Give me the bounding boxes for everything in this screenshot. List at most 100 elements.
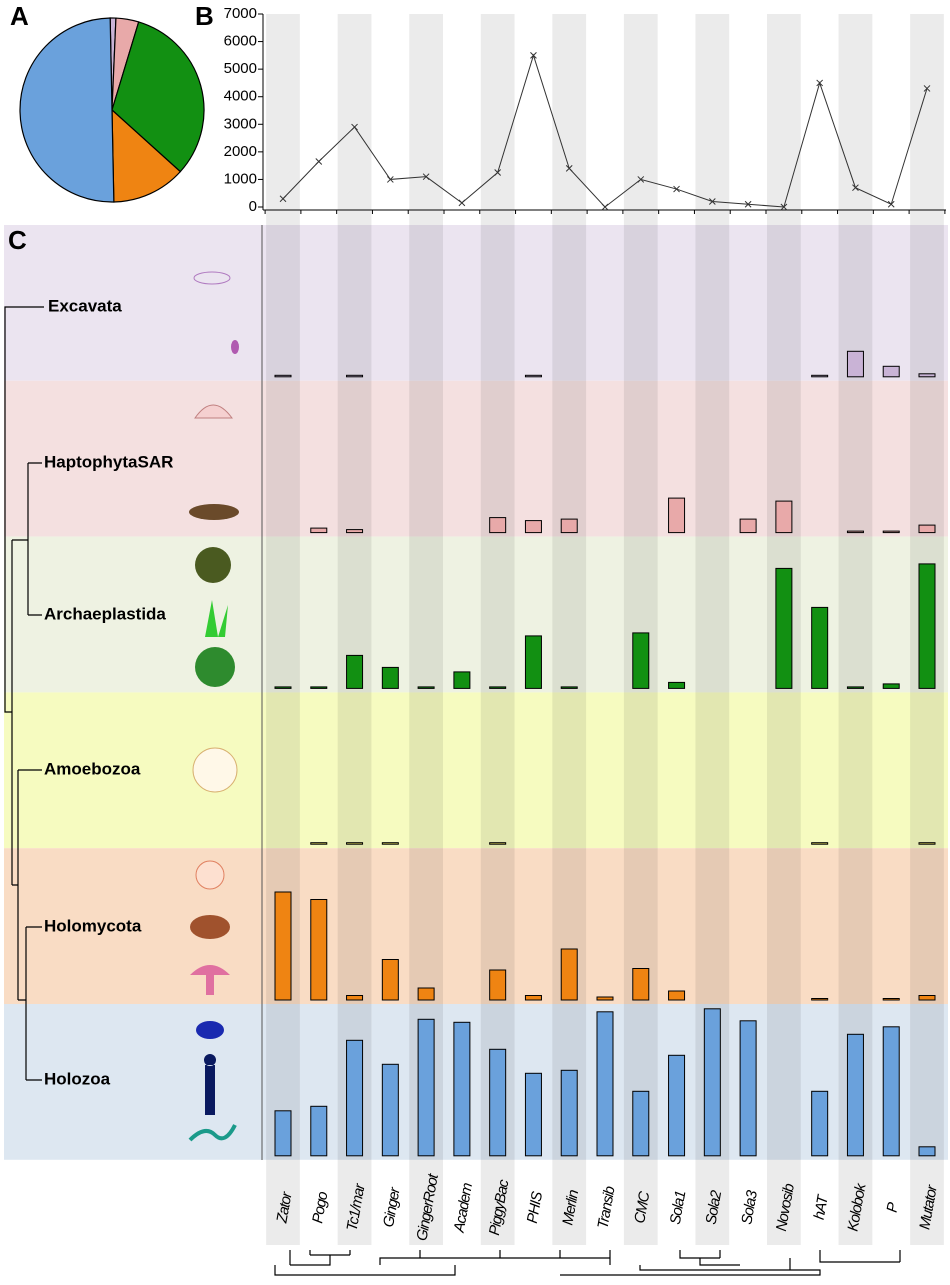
y-tick-label: 2000 [224, 143, 257, 160]
column-stripe [480, 14, 515, 1245]
bar [346, 995, 364, 1001]
point-marker [852, 184, 859, 192]
point-marker [315, 158, 323, 165]
bar [596, 1011, 614, 1157]
icon [195, 547, 231, 583]
icon [190, 915, 230, 939]
icon [231, 340, 239, 354]
bar [489, 842, 507, 845]
bar [703, 1008, 721, 1157]
lineage-label: Archaeplastida [44, 604, 166, 623]
pie-slice [19, 17, 115, 203]
bar [453, 671, 471, 689]
point-marker [530, 52, 537, 59]
bar [846, 686, 864, 689]
lineage-label: Amoebozoa [44, 759, 141, 778]
bar [310, 899, 328, 1001]
decorations [4, 306, 901, 1276]
bar [524, 635, 542, 689]
x-tick-label: PHIS [524, 1190, 546, 1224]
point-marker [816, 79, 824, 87]
bar [811, 1090, 829, 1157]
bar [274, 891, 292, 1001]
icon [204, 1054, 216, 1115]
lineage-label: Holozoa [44, 1069, 111, 1088]
point-marker [780, 203, 788, 211]
bar [417, 686, 435, 689]
bar [775, 567, 793, 689]
lineage-band [4, 225, 948, 381]
lineage-band [4, 692, 948, 849]
backgrounds [4, 14, 948, 1245]
lineage-label: Holomycota [44, 916, 142, 935]
bar [346, 374, 364, 378]
bar [811, 842, 829, 845]
point-marker [887, 200, 895, 208]
bar [560, 1069, 578, 1157]
bar [310, 686, 328, 689]
bar [453, 1021, 471, 1157]
point-marker [637, 176, 645, 183]
y-tick-label: 4000 [224, 88, 257, 105]
x-tick-label: Academ [451, 1182, 477, 1235]
bar [274, 1110, 292, 1157]
point-marker [744, 200, 752, 208]
bar [381, 666, 399, 689]
bar [739, 1020, 757, 1157]
point-marker [458, 199, 466, 207]
pie-slice [111, 21, 205, 173]
y-tick-label: 5000 [224, 60, 257, 77]
bar [596, 996, 614, 1001]
data-line [282, 53, 928, 208]
y-tick-label: 7000 [224, 5, 257, 22]
bar [346, 529, 364, 534]
y-tick-label: 1000 [224, 170, 257, 187]
tree-branch [11, 462, 42, 1081]
icon [195, 860, 225, 890]
bar [775, 500, 793, 534]
bar [310, 842, 328, 845]
bar [524, 374, 542, 378]
bar [918, 563, 936, 689]
icon [195, 647, 235, 687]
x-tick-label: Sola3 [738, 1188, 761, 1225]
bar [489, 686, 507, 689]
point-marker [386, 176, 394, 183]
icon [196, 1021, 224, 1039]
bar [668, 681, 686, 689]
icon [194, 404, 233, 419]
point-marker [601, 203, 609, 211]
bar [346, 1039, 364, 1157]
bar [918, 524, 936, 534]
bar [882, 530, 900, 534]
bar [739, 518, 757, 534]
x-tick-label: Sola2 [703, 1188, 726, 1225]
icon [188, 1124, 237, 1142]
bar [882, 683, 900, 689]
lineage-band [4, 848, 948, 1004]
x-tick-label: Transib [594, 1185, 618, 1230]
y-tick-label: 3000 [224, 115, 257, 132]
x-tick-label: Ginger [380, 1185, 404, 1228]
icon [189, 504, 239, 520]
bar [310, 527, 328, 534]
bar [918, 1146, 936, 1157]
bar [882, 365, 900, 378]
column-stripe [266, 14, 300, 1245]
bar [524, 520, 542, 534]
icon [190, 965, 230, 995]
x-tick-label: CMC [631, 1190, 653, 1225]
bar [882, 998, 900, 1001]
bar [381, 959, 399, 1001]
bar [632, 1090, 650, 1157]
panel-label: A [10, 1, 29, 31]
x-tick-label: Sola1 [667, 1189, 690, 1225]
bar [668, 497, 686, 534]
bar [882, 1026, 900, 1157]
lineage-label: Excavata [48, 296, 122, 315]
column-stripe [623, 14, 658, 1245]
point-marker [494, 169, 502, 176]
bar [346, 654, 364, 689]
organism-icons [188, 271, 239, 1142]
bar [417, 987, 435, 1001]
